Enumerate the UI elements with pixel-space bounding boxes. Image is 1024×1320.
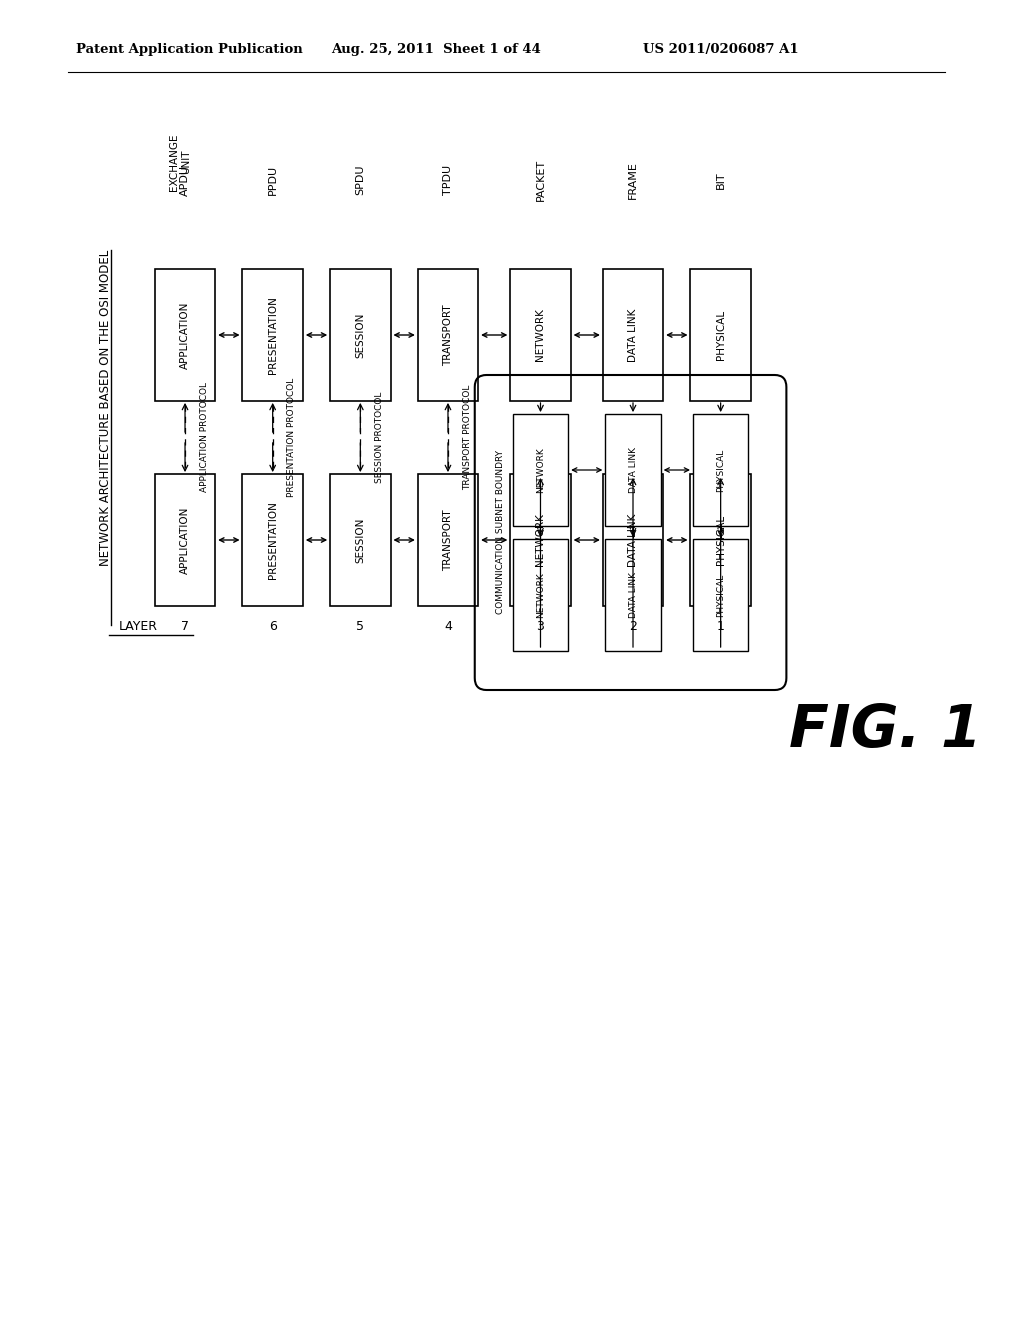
Text: US 2011/0206087 A1: US 2011/0206087 A1 bbox=[643, 44, 799, 57]
Text: DATA LINK: DATA LINK bbox=[628, 513, 638, 566]
Text: APDU: APDU bbox=[180, 165, 190, 195]
Text: BIT: BIT bbox=[716, 172, 726, 189]
Text: APPLICATION: APPLICATION bbox=[180, 301, 190, 368]
Text: 4: 4 bbox=[444, 620, 452, 634]
FancyBboxPatch shape bbox=[690, 474, 751, 606]
FancyBboxPatch shape bbox=[605, 414, 660, 525]
Text: NETWORK: NETWORK bbox=[536, 447, 545, 492]
FancyBboxPatch shape bbox=[603, 474, 664, 606]
Text: DATA LINK: DATA LINK bbox=[629, 572, 638, 618]
FancyBboxPatch shape bbox=[155, 269, 215, 401]
Text: SESSION: SESSION bbox=[355, 517, 366, 562]
Text: PHYSICAL: PHYSICAL bbox=[716, 310, 726, 360]
FancyBboxPatch shape bbox=[330, 269, 390, 401]
FancyBboxPatch shape bbox=[603, 269, 664, 401]
Text: PHYSICAL: PHYSICAL bbox=[716, 515, 726, 565]
Text: DATA LINK: DATA LINK bbox=[628, 309, 638, 362]
Text: APPLICATION PROTOCOL: APPLICATION PROTOCOL bbox=[200, 383, 209, 492]
Text: TRANSPORT: TRANSPORT bbox=[443, 304, 453, 366]
Text: LAYER: LAYER bbox=[119, 620, 158, 634]
FancyBboxPatch shape bbox=[243, 269, 303, 401]
Text: 5: 5 bbox=[356, 620, 365, 634]
Text: Aug. 25, 2011  Sheet 1 of 44: Aug. 25, 2011 Sheet 1 of 44 bbox=[331, 44, 541, 57]
FancyBboxPatch shape bbox=[513, 414, 568, 525]
Text: EXCHANGE
UNIT: EXCHANGE UNIT bbox=[169, 133, 190, 191]
Text: COMMUNICATION SUBNET BOUNDRY: COMMUNICATION SUBNET BOUNDRY bbox=[496, 450, 505, 615]
Text: 6: 6 bbox=[268, 620, 276, 634]
Text: DATA LINK: DATA LINK bbox=[629, 447, 638, 492]
Text: NETWORK: NETWORK bbox=[536, 309, 546, 362]
Text: FRAME: FRAME bbox=[628, 161, 638, 199]
Text: PRESENTATION: PRESENTATION bbox=[267, 296, 278, 374]
FancyBboxPatch shape bbox=[155, 474, 215, 606]
FancyBboxPatch shape bbox=[330, 474, 390, 606]
Text: Patent Application Publication: Patent Application Publication bbox=[76, 44, 303, 57]
Text: PHYSICAL: PHYSICAL bbox=[716, 449, 725, 491]
Text: PRESENTATION: PRESENTATION bbox=[267, 502, 278, 579]
Text: 7: 7 bbox=[181, 620, 189, 634]
FancyBboxPatch shape bbox=[690, 269, 751, 401]
Text: 1: 1 bbox=[717, 620, 725, 634]
FancyBboxPatch shape bbox=[510, 269, 570, 401]
Text: SESSION PROTOCOL: SESSION PROTOCOL bbox=[375, 392, 384, 483]
Text: 3: 3 bbox=[537, 620, 545, 634]
FancyBboxPatch shape bbox=[693, 414, 749, 525]
FancyBboxPatch shape bbox=[243, 474, 303, 606]
Text: PPDU: PPDU bbox=[267, 165, 278, 195]
Text: APPLICATION: APPLICATION bbox=[180, 507, 190, 574]
Text: TRANSPORT: TRANSPORT bbox=[443, 510, 453, 570]
Text: NETWORK ARCHITECTURE BASED ON THE OSI MODEL: NETWORK ARCHITECTURE BASED ON THE OSI MO… bbox=[98, 249, 112, 566]
Text: SESSION: SESSION bbox=[355, 313, 366, 358]
Text: FIG. 1: FIG. 1 bbox=[788, 701, 981, 759]
Text: PHYSICAL: PHYSICAL bbox=[716, 573, 725, 616]
Text: PACKET: PACKET bbox=[536, 158, 546, 201]
FancyBboxPatch shape bbox=[418, 269, 478, 401]
Text: SPDU: SPDU bbox=[355, 165, 366, 195]
Text: NETWORK: NETWORK bbox=[536, 513, 546, 566]
FancyBboxPatch shape bbox=[513, 539, 568, 651]
Text: 2: 2 bbox=[629, 620, 637, 634]
FancyBboxPatch shape bbox=[418, 474, 478, 606]
FancyBboxPatch shape bbox=[605, 539, 660, 651]
Text: PRESENTATION PROTOCOL: PRESENTATION PROTOCOL bbox=[288, 378, 296, 498]
FancyBboxPatch shape bbox=[693, 539, 749, 651]
FancyBboxPatch shape bbox=[510, 474, 570, 606]
Text: NETWORK: NETWORK bbox=[536, 572, 545, 618]
Text: TRANSPORT PROTOCOL: TRANSPORT PROTOCOL bbox=[463, 385, 472, 490]
Text: TPDU: TPDU bbox=[443, 165, 453, 195]
